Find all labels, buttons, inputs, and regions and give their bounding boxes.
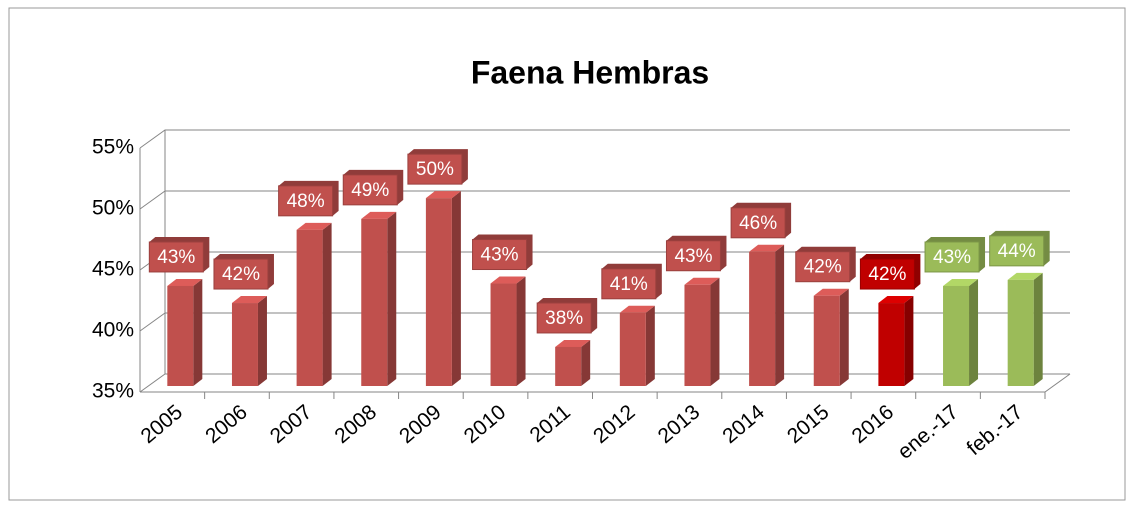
bar-side (969, 278, 979, 386)
bar-top (425, 191, 461, 199)
value-label: 43% (933, 247, 971, 268)
y-tick-label: 40% (92, 319, 134, 342)
chart-title: Faena Hembras (471, 54, 709, 90)
bar-top (361, 211, 397, 219)
value-label: 49% (351, 180, 389, 201)
bar (1007, 272, 1043, 386)
bar-front (361, 218, 388, 386)
bar-top (296, 222, 332, 230)
bar-front (425, 198, 452, 386)
bar-side (775, 244, 785, 386)
bar (490, 276, 526, 386)
bar-front (943, 285, 970, 386)
bar-side (451, 191, 461, 386)
value-label-box (601, 268, 657, 300)
value-label-box (859, 258, 915, 290)
value-label: 41% (610, 274, 648, 295)
bar (619, 305, 655, 386)
bar-top (813, 288, 849, 296)
bar-front (231, 303, 258, 386)
value-label-box (407, 153, 463, 185)
value-label: 42% (868, 264, 906, 285)
y-tick-label: 55% (92, 136, 134, 159)
bar-front (167, 285, 194, 386)
bar-side (645, 305, 655, 386)
value-label-box (278, 185, 334, 217)
value-label: 42% (222, 264, 260, 285)
bar-top (619, 305, 655, 313)
bar-top (749, 244, 785, 252)
bar (361, 211, 397, 386)
bar-side (1033, 272, 1043, 386)
value-label: 42% (804, 257, 842, 278)
grid-line (139, 190, 1070, 210)
bar-front (1007, 279, 1034, 386)
value-label: 46% (739, 213, 777, 234)
bar (813, 288, 849, 386)
bar (943, 278, 979, 386)
value-label-box (730, 207, 786, 239)
bar (684, 277, 720, 386)
bar (425, 191, 461, 386)
bar-side (257, 296, 267, 386)
value-label-box (795, 251, 851, 283)
bar (231, 296, 267, 386)
bar (555, 339, 591, 386)
bar (878, 296, 914, 386)
bar-side (710, 277, 720, 386)
bar-side (322, 222, 332, 386)
value-label: 50% (416, 159, 454, 180)
bar (749, 244, 785, 386)
value-label: 43% (481, 245, 519, 266)
bar-front (555, 346, 582, 386)
bar (167, 278, 203, 386)
bar-front (878, 303, 905, 386)
bar-front (749, 251, 776, 386)
bar-front (813, 295, 840, 386)
bar-side (193, 278, 203, 386)
bar-front (490, 283, 517, 386)
bar-front (296, 229, 323, 386)
y-tick-label: 35% (92, 380, 134, 403)
value-label: 38% (545, 308, 583, 329)
value-label: 43% (674, 246, 712, 267)
value-label-box (342, 174, 398, 206)
value-label-box (924, 241, 980, 273)
bar-top (555, 339, 591, 347)
value-label-box (536, 302, 592, 334)
bar (296, 222, 332, 386)
value-label-box (148, 241, 204, 273)
bar-top (684, 277, 720, 285)
bar-top (878, 296, 914, 304)
bar-side (581, 339, 591, 386)
bar-side (839, 288, 849, 386)
value-label-box (989, 235, 1045, 267)
value-label: 44% (998, 241, 1036, 262)
bar-top (943, 278, 979, 286)
bar-side (387, 211, 397, 386)
value-label-box (472, 239, 528, 271)
bar-top (1007, 272, 1043, 280)
bar-front (684, 284, 711, 386)
value-label: 43% (157, 247, 195, 268)
y-tick-label: 50% (92, 197, 134, 220)
bar-side (904, 296, 914, 386)
bar-side (516, 276, 526, 386)
value-label-box (213, 258, 269, 290)
value-label: 48% (287, 191, 325, 212)
bar-top (490, 276, 526, 284)
bar-top (167, 278, 203, 286)
grid-line (139, 129, 1070, 149)
bar-front (619, 312, 646, 386)
value-label-box (665, 240, 721, 272)
y-tick-label: 45% (92, 258, 134, 281)
bar-top (231, 296, 267, 304)
